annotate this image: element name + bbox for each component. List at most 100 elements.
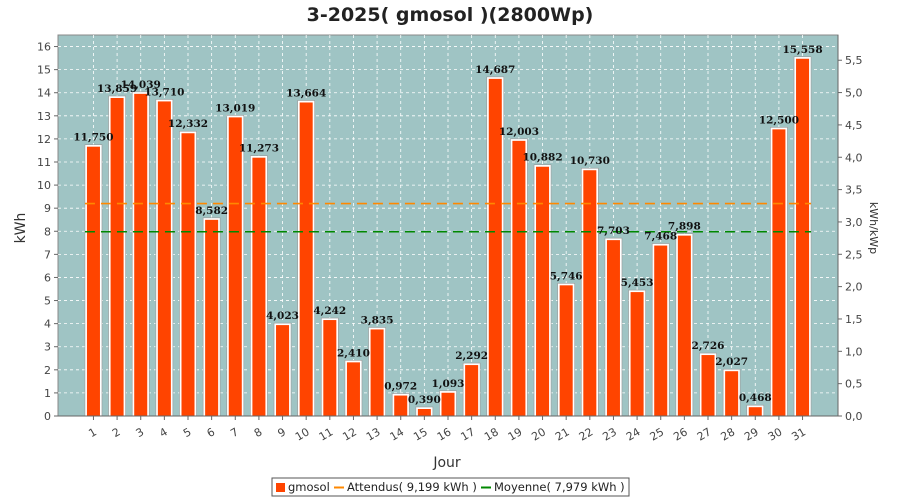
x-tick-label: 22: [577, 425, 596, 443]
data-label: 1,093: [432, 378, 465, 390]
bar: [441, 392, 455, 416]
y-tick-label: 12: [37, 133, 51, 146]
x-tick-label: 15: [411, 425, 430, 443]
y-tick-label: 2: [44, 364, 51, 377]
data-label: 2,726: [692, 340, 725, 352]
y-tick-label: 10: [37, 179, 51, 192]
bar: [772, 129, 786, 416]
y2-tick-label: 5,5: [845, 54, 863, 67]
y-tick-label: 9: [44, 202, 51, 215]
data-label: 4,242: [313, 305, 346, 317]
x-tick-label: 25: [648, 425, 667, 443]
bar: [417, 408, 431, 416]
x-tick-label: 12: [340, 425, 359, 443]
data-label: 10,730: [570, 155, 610, 167]
x-tick-label: 5: [181, 425, 194, 440]
x-tick-label: 13: [364, 425, 383, 443]
bar: [299, 102, 313, 417]
data-label: 11,273: [239, 143, 279, 155]
data-label: 15,558: [782, 44, 822, 56]
bar: [205, 219, 219, 416]
x-tick-label: 1: [86, 425, 99, 440]
y2-tick-label: 3,5: [845, 184, 863, 197]
y2-axis-label: kWh/kWp: [867, 202, 880, 254]
data-label: 0,468: [739, 392, 772, 404]
y-tick-label: 15: [37, 64, 51, 77]
x-tick-label: 27: [695, 425, 714, 443]
y-tick-label: 16: [37, 41, 51, 54]
legend-box: [271, 477, 630, 497]
data-label: 13,019: [215, 102, 255, 114]
x-tick-label: 23: [600, 425, 619, 443]
bar: [606, 240, 620, 416]
y2-tick-label: 4,5: [845, 119, 863, 132]
bar: [630, 292, 644, 416]
y-tick-label: 8: [44, 225, 51, 238]
x-tick-label: 4: [157, 425, 170, 440]
x-axis: 1 2 3 4 5 6 7 8 9 10 11 12 13 14 15 16 17 18 19 20 21 22 23 24 2…: [58, 415, 838, 444]
bar: [465, 365, 479, 416]
x-tick-label: 26: [671, 425, 690, 443]
x-tick-label: 6: [205, 425, 218, 440]
y-tick-label: 7: [44, 248, 51, 261]
y2-tick-label: 1,0: [845, 345, 863, 358]
x-tick-label: 2: [110, 425, 123, 440]
data-label: 2,410: [337, 347, 370, 359]
y2-tick-label: 1,5: [845, 313, 863, 326]
x-tick-label: 11: [317, 425, 336, 443]
data-label: 5,746: [550, 270, 583, 282]
x-axis-label: Jour: [432, 455, 461, 471]
data-label: 5,453: [621, 277, 654, 289]
bar: [677, 235, 691, 416]
bar: [157, 101, 171, 416]
bar: [536, 166, 550, 416]
y2-tick-label: 0,0: [845, 410, 863, 423]
bar: [512, 140, 526, 416]
bar: [488, 78, 502, 416]
y2-tick-label: 4,0: [845, 151, 863, 164]
data-label: 11,750: [73, 132, 113, 144]
x-tick-label: 19: [506, 425, 525, 443]
y2-tick-label: 5,0: [845, 87, 863, 100]
y-tick-label: 11: [37, 156, 51, 169]
y-tick-label: 5: [44, 295, 51, 308]
y-axis-label: kWh: [13, 213, 29, 244]
data-label: 2,292: [455, 350, 488, 362]
data-label: 10,882: [522, 152, 562, 164]
x-tick-label: 16: [435, 425, 454, 443]
y-tick-label: 4: [44, 318, 51, 331]
data-label: 3,835: [361, 314, 394, 326]
x-tick-label: 7: [228, 425, 241, 440]
reference-lines: [84, 202, 812, 233]
bar: [181, 133, 195, 416]
x-tick-label: 14: [388, 425, 407, 443]
y2-tick-label: 3,0: [845, 216, 863, 229]
bar: [228, 117, 242, 416]
y-tick-label: 13: [37, 110, 51, 123]
data-label: 4,023: [266, 310, 299, 322]
data-label: 13,859: [97, 83, 137, 95]
y2-axis: 0,0 0,5 1,0 1,5 2,0 2,5 3,0 3,5 4,0 4,5 5,0 5,5: [837, 35, 863, 423]
data-label: 13,710: [144, 86, 184, 98]
y-tick-label: 14: [37, 87, 51, 100]
data-label: 12,003: [499, 126, 539, 138]
bar: [748, 407, 762, 416]
data-label: 0,972: [384, 381, 417, 393]
data-label: 13,664: [286, 87, 326, 99]
bar: [110, 97, 124, 416]
x-tick-label: 10: [293, 425, 312, 443]
legend-swatch-gmosol: [276, 483, 285, 492]
bar: [725, 371, 739, 416]
data-label: 0,390: [408, 394, 441, 406]
y2-tick-label: 0,5: [845, 378, 863, 391]
y2-tick-label: 2,0: [845, 281, 863, 294]
chart-title: 3-2025( gmosol )(2800Wp): [307, 4, 594, 26]
y-tick-label: 6: [44, 271, 51, 284]
data-label: 7,703: [597, 225, 630, 237]
x-tick-label: 31: [789, 425, 808, 443]
x-tick-label: 18: [482, 425, 501, 443]
bar: [394, 395, 408, 416]
